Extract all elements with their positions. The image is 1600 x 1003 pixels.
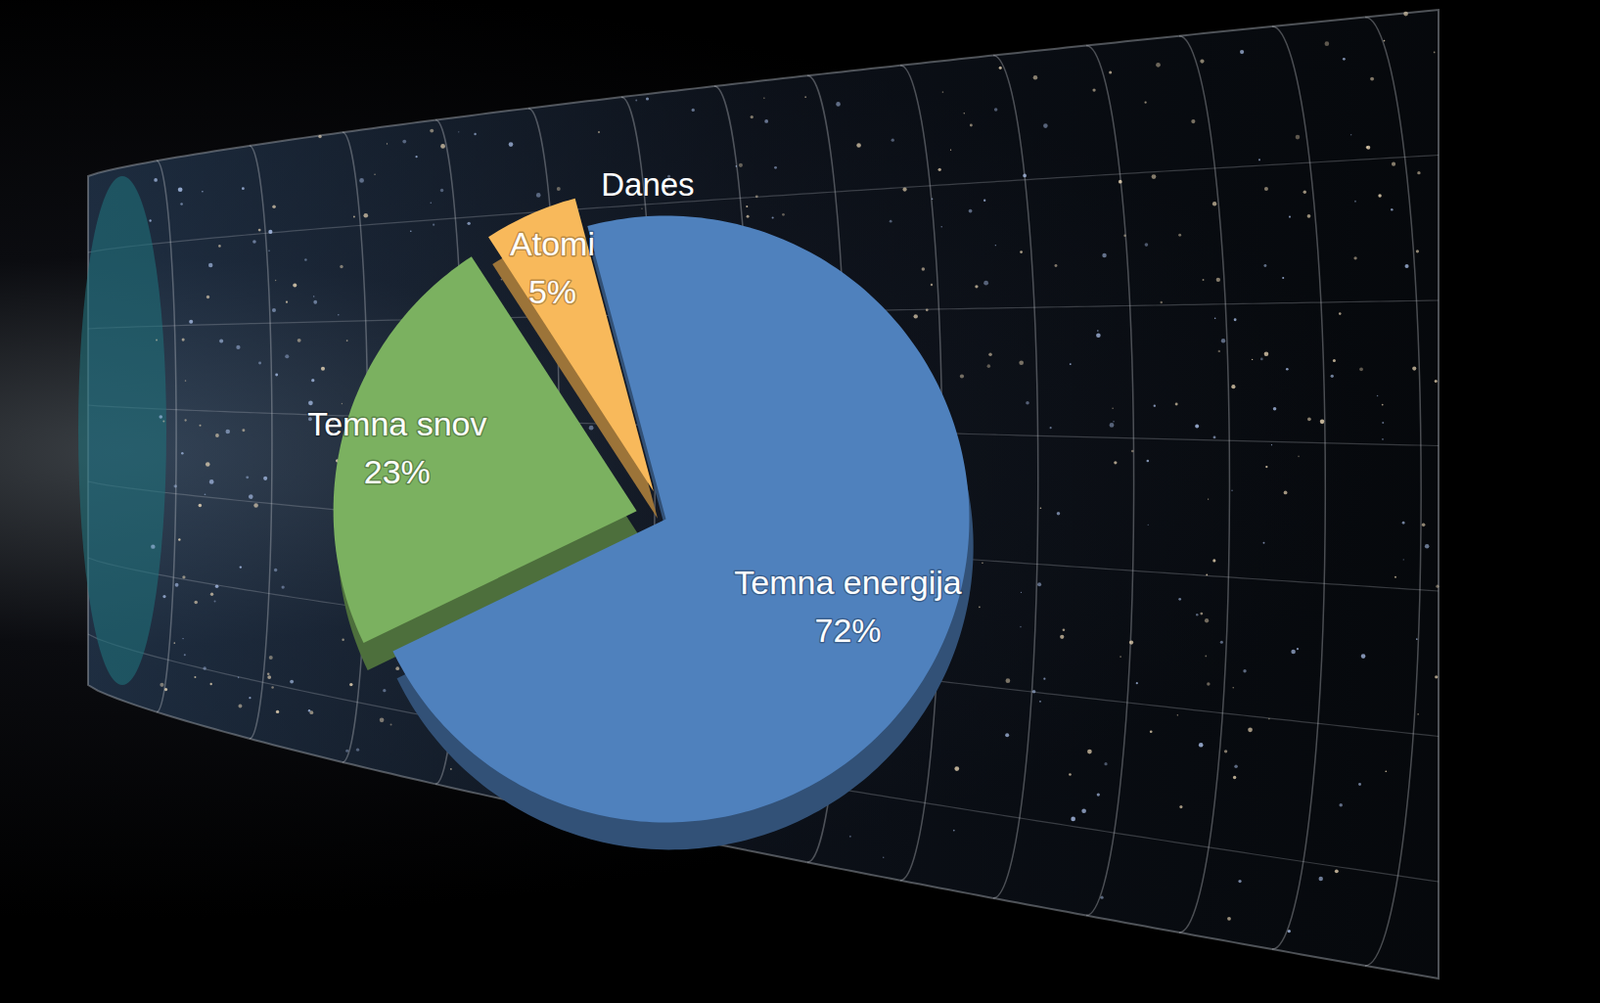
svg-text:Temna snov23%: Temna snov23% (307, 405, 487, 491)
svg-text:Atomi5%: Atomi5% (509, 225, 595, 311)
svg-text:Temna energija72%: Temna energija72% (733, 563, 962, 649)
svg-text:Danes: Danes (600, 166, 694, 203)
